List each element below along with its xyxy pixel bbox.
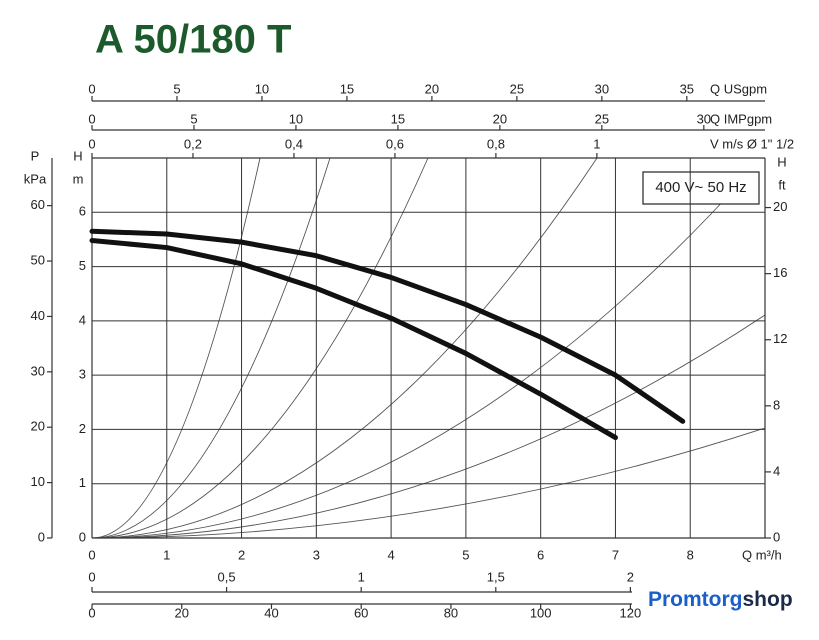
top-tick-label: 0,2: [184, 136, 202, 151]
top-tick-label: 10: [255, 81, 269, 96]
top-tick-label: 10: [289, 111, 303, 126]
bottom-tick-label: 60: [354, 605, 368, 620]
bottom-tick-label: 1: [358, 569, 365, 584]
right-tick-label: 4: [773, 463, 780, 478]
top-tick-label: 1: [593, 136, 600, 151]
left-tick-label: 30: [31, 363, 45, 378]
y-tick-label: 6: [79, 204, 86, 219]
left-tick-label: 40: [31, 308, 45, 323]
left-tick-label: 50: [31, 252, 45, 267]
top-axis-label: Q IMPgpm: [710, 111, 772, 126]
x-tick-label: 1: [163, 547, 170, 562]
top-axis-label: V m/s Ø 1" 1/2: [710, 136, 794, 151]
left-tick-label: 0: [38, 529, 45, 544]
top-tick-label: 5: [190, 111, 197, 126]
bottom-tick-label: 40: [264, 605, 278, 620]
annotation: 400 V~ 50 Hz: [655, 179, 746, 196]
top-tick-label: 15: [340, 81, 354, 96]
y-tick-label: 5: [79, 258, 86, 273]
x-tick-label: 5: [462, 547, 469, 562]
x-tick-label: 0: [88, 547, 95, 562]
right-axis-label: ft: [778, 177, 786, 192]
x-tick-label: 6: [537, 547, 544, 562]
left-axis-label: P: [31, 148, 40, 163]
x-axis-label: Q m³/h: [742, 547, 782, 562]
y-tick-label: 4: [79, 312, 86, 327]
top-tick-label: 0,6: [386, 136, 404, 151]
bottom-tick-label: 1,5: [487, 569, 505, 584]
x-tick-label: 4: [387, 547, 394, 562]
top-tick-label: 30: [697, 111, 711, 126]
right-tick-label: 8: [773, 397, 780, 412]
top-tick-label: 0,4: [285, 136, 303, 151]
left-tick-label: 20: [31, 419, 45, 434]
y-axis-label: m: [73, 171, 84, 186]
right-tick-label: 0: [773, 529, 780, 544]
top-tick-label: 35: [680, 81, 694, 96]
top-tick-label: 5: [173, 81, 180, 96]
right-tick-label: 12: [773, 331, 787, 346]
bottom-tick-label: 0: [88, 605, 95, 620]
y-tick-label: 0: [79, 529, 86, 544]
x-tick-label: 2: [238, 547, 245, 562]
bottom-tick-label: 20: [174, 605, 188, 620]
y-tick-label: 2: [79, 421, 86, 436]
x-tick-label: 8: [687, 547, 694, 562]
logo: Promtorgshop: [648, 588, 793, 611]
right-tick-label: 20: [773, 199, 787, 214]
top-tick-label: 0: [88, 136, 95, 151]
bottom-tick-label: 80: [444, 605, 458, 620]
y-axis-label: H: [73, 148, 82, 163]
right-axis-label: H: [777, 154, 786, 169]
pump-curve: [89, 238, 618, 441]
top-tick-label: 0,8: [487, 136, 505, 151]
top-tick-label: 15: [391, 111, 405, 126]
bottom-tick-label: 2: [627, 569, 634, 584]
pump-curve: [89, 228, 686, 424]
top-tick-label: 30: [595, 81, 609, 96]
top-tick-label: 20: [425, 81, 439, 96]
bottom-tick-label: 120: [620, 605, 642, 620]
left-tick-label: 10: [31, 474, 45, 489]
left-axis-label: kPa: [24, 171, 47, 186]
top-tick-label: 25: [595, 111, 609, 126]
y-tick-label: 1: [79, 475, 86, 490]
right-tick-label: 16: [773, 265, 787, 280]
chart-title: A 50/180 T: [95, 18, 291, 62]
left-tick-label: 60: [31, 197, 45, 212]
annotation-box: [642, 171, 760, 205]
top-tick-label: 20: [493, 111, 507, 126]
top-tick-label: 0: [88, 81, 95, 96]
y-tick-label: 3: [79, 367, 86, 382]
top-tick-label: 0: [88, 111, 95, 126]
top-tick-label: 25: [510, 81, 524, 96]
bottom-tick-label: 0: [88, 569, 95, 584]
top-axis-label: Q USgpm: [710, 81, 767, 96]
bottom-tick-label: 0,5: [218, 569, 236, 584]
system-curves: [91, 157, 766, 539]
x-tick-label: 3: [313, 547, 320, 562]
x-tick-label: 7: [612, 547, 619, 562]
bottom-tick-label: 100: [530, 605, 552, 620]
